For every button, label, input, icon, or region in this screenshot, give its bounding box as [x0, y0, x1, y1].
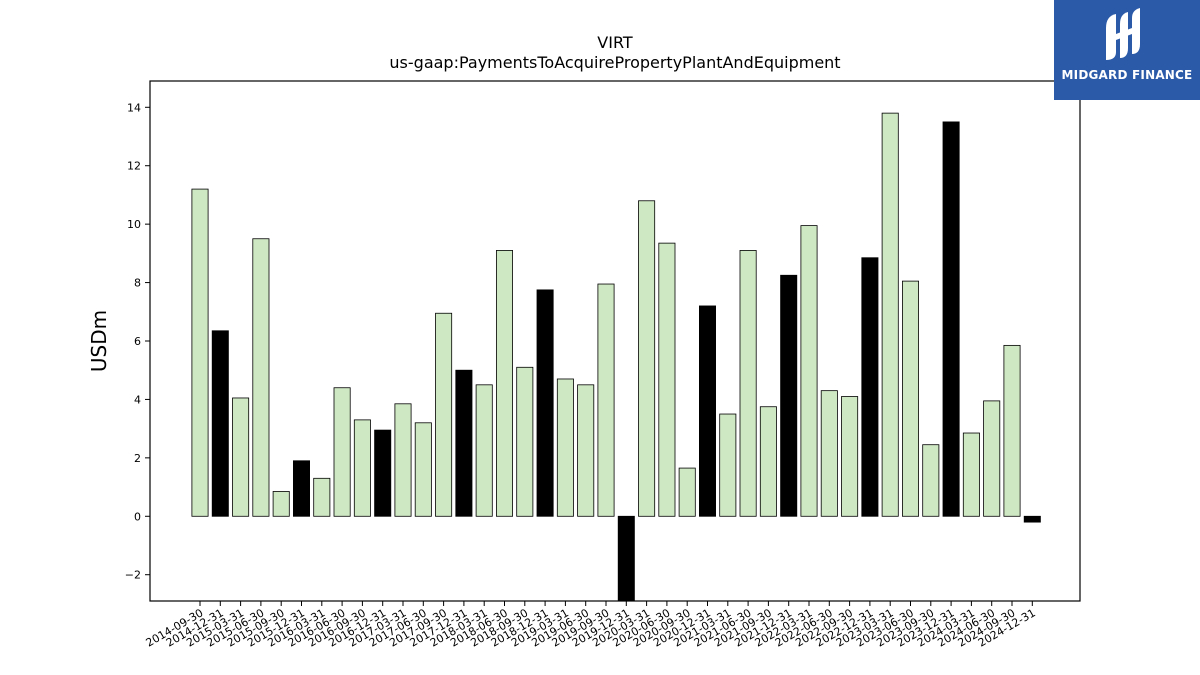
- bar-2024-12-31: [1023, 515, 1041, 523]
- y-tick-label: 8: [134, 277, 141, 290]
- bar-2015-12-31: [292, 460, 310, 517]
- bar-2020-12-31: [699, 305, 717, 517]
- bar-2015-06-30: [252, 238, 270, 517]
- bar-2019-06-30: [577, 384, 595, 517]
- bar-2020-06-30: [658, 242, 676, 517]
- bar-2021-06-30: [739, 250, 757, 517]
- bar-2016-12-31: [374, 429, 392, 517]
- plot-frame: [149, 80, 1081, 602]
- bar-2023-12-31: [942, 121, 960, 517]
- y-axis-label: USDm: [87, 310, 111, 372]
- bar-2016-09-30: [353, 419, 371, 517]
- x-ticks-group: 2014-09-302014-12-312015-03-312015-06-30…: [144, 601, 1038, 650]
- chart-title: VIRT: [597, 33, 633, 52]
- y-tick-label: 6: [134, 335, 141, 348]
- chart-subtitle: us-gaap:PaymentsToAcquirePropertyPlantAn…: [389, 53, 840, 72]
- bar-2023-09-30: [922, 444, 940, 517]
- bar-2023-03-31: [881, 112, 899, 517]
- bar-2022-12-31: [861, 257, 879, 517]
- bar-2015-09-30: [272, 491, 290, 517]
- bar-2019-09-30: [597, 283, 615, 517]
- y-ticks-group: −2 0 2 4 6 8 10 12 14: [125, 101, 150, 582]
- bar-2016-06-30: [333, 387, 351, 517]
- bar-2024-03-31: [962, 432, 980, 517]
- y-tick-label: 0: [134, 510, 141, 523]
- bar-2018-12-31: [536, 289, 554, 517]
- bar-2020-09-30: [678, 467, 696, 517]
- bar-2021-12-31: [780, 274, 798, 517]
- y-tick-label: 12: [127, 160, 141, 173]
- y-tick-label: 4: [134, 393, 141, 406]
- bar-2024-06-30: [983, 400, 1001, 517]
- bar-2015-03-31: [232, 397, 250, 517]
- bar-2018-03-31: [475, 384, 493, 517]
- bar-2022-09-30: [841, 396, 859, 517]
- bar-2017-09-30: [435, 312, 453, 517]
- bar-2018-06-30: [495, 250, 513, 517]
- bar-2018-09-30: [516, 366, 534, 517]
- bar-2014-09-30: [191, 188, 209, 517]
- bar-2021-03-31: [719, 413, 737, 517]
- bar-2017-12-31: [455, 369, 473, 517]
- bar-2020-03-31: [638, 200, 656, 517]
- bar-2019-03-31: [556, 378, 574, 517]
- bar-2021-09-30: [759, 406, 777, 517]
- bar-2023-06-30: [902, 280, 920, 517]
- bar-2016-03-31: [313, 477, 331, 517]
- bars-group: [191, 112, 1041, 602]
- bar-2022-03-31: [800, 225, 818, 517]
- bar-2022-06-30: [820, 390, 838, 517]
- midgard-finance-logo: MIDGARD FINANCE: [1054, 0, 1200, 100]
- bar-2024-09-30: [1003, 344, 1021, 517]
- bar-2017-03-31: [394, 403, 412, 517]
- y-tick-label: −2: [125, 569, 141, 582]
- y-tick-label: 14: [127, 101, 141, 114]
- bar-2019-12-31: [617, 515, 635, 602]
- y-tick-label: 10: [127, 218, 141, 231]
- logo-mark-icon: [1106, 8, 1140, 60]
- bar-2017-06-30: [414, 422, 432, 517]
- logo-text: MIDGARD FINANCE: [1061, 68, 1193, 82]
- y-tick-label: 2: [134, 452, 141, 465]
- bar-2014-12-31: [211, 330, 229, 517]
